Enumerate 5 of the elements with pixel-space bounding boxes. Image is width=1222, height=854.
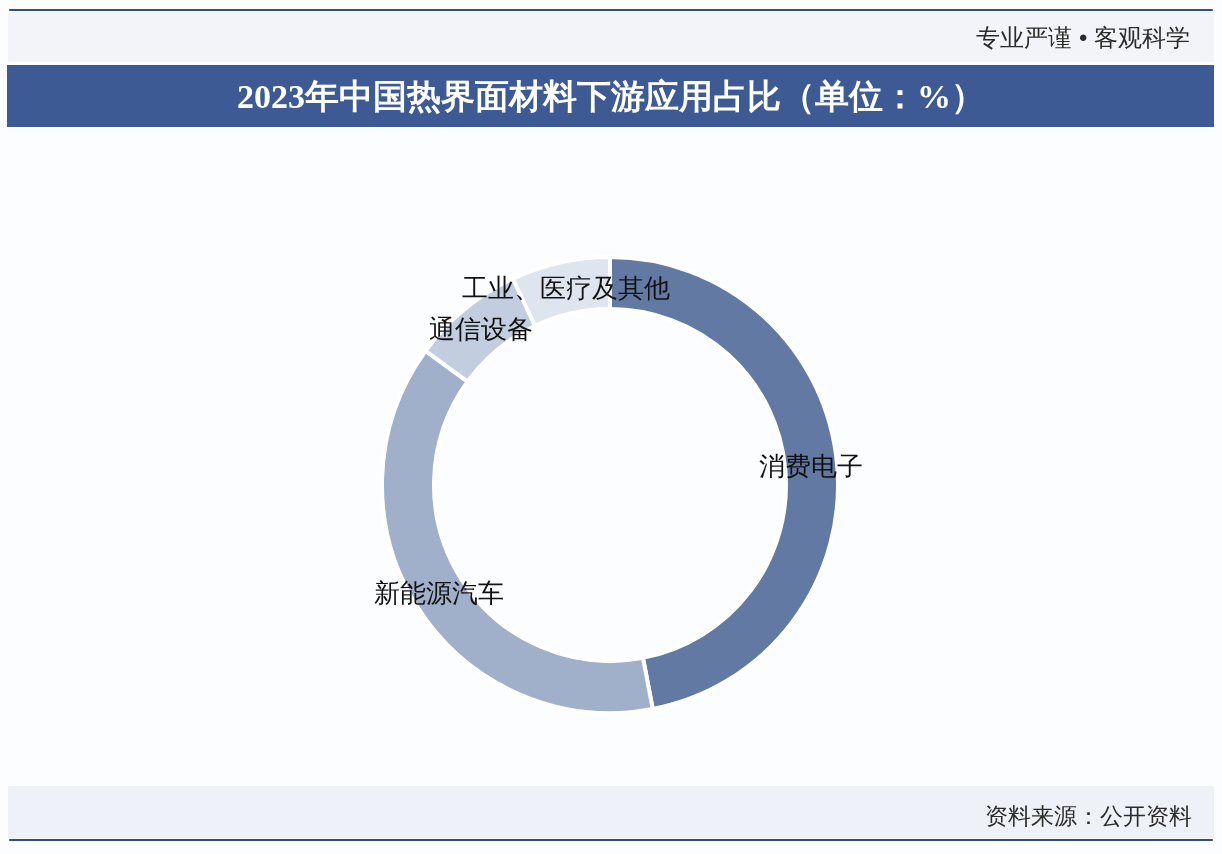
slice-label: 新能源汽车	[374, 578, 505, 609]
text: 资料来源：公开资料	[985, 803, 1192, 829]
chart-title: 2023年中国热界面材料下游应用占比（单位：%）	[237, 78, 985, 115]
slice-label: 通信设备	[429, 314, 534, 345]
text: 专业严谨 • 客观科学	[976, 24, 1190, 51]
